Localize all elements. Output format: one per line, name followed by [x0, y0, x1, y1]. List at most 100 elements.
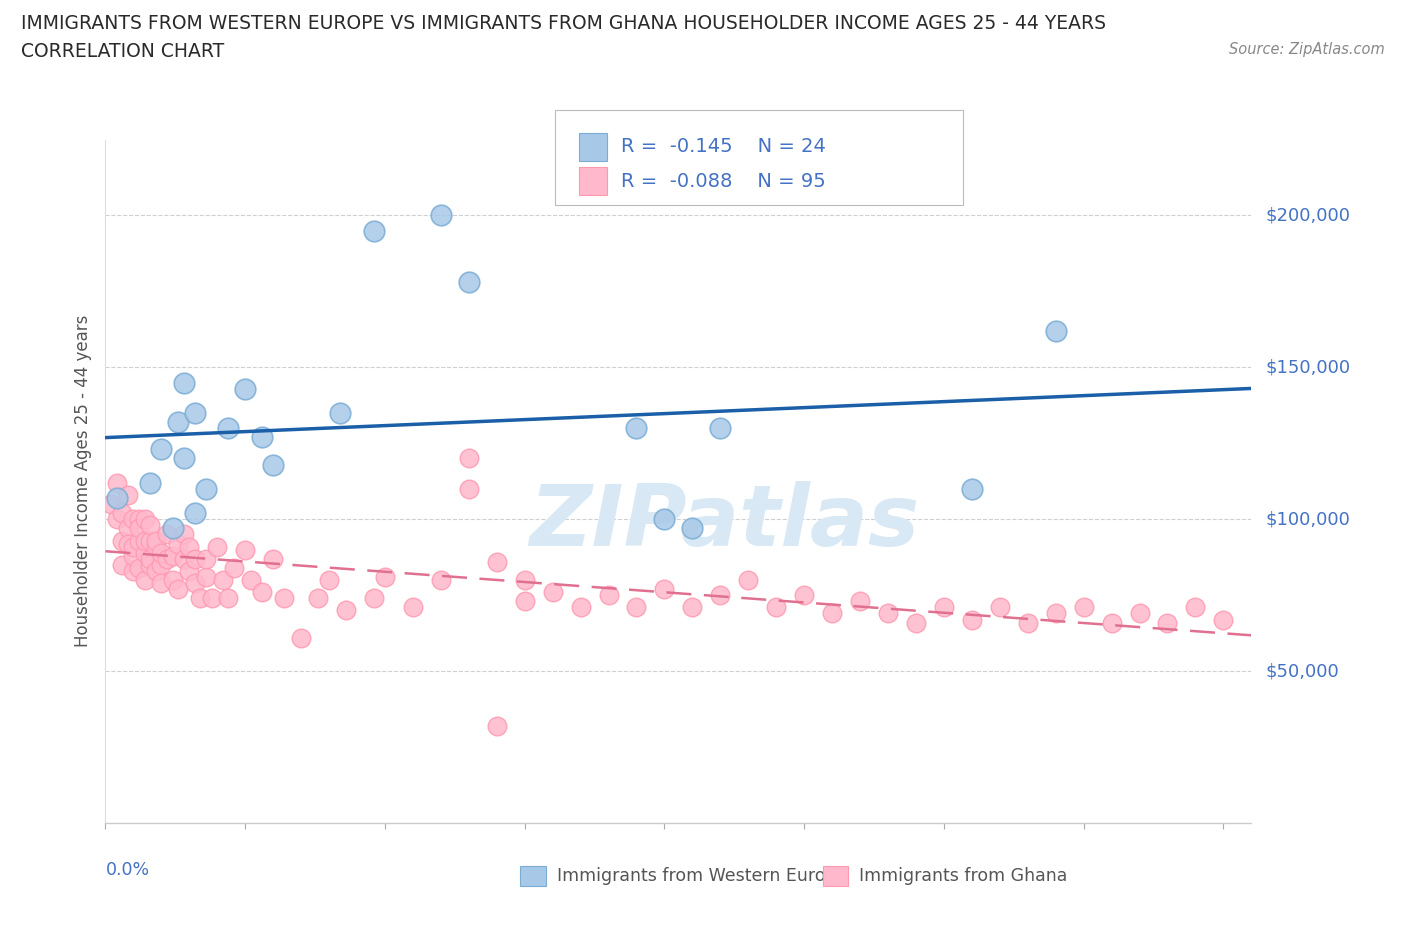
- Point: [239, 573, 262, 588]
- Point: [156, 551, 179, 566]
- Point: [128, 561, 150, 576]
- Point: [329, 405, 352, 420]
- Point: [513, 594, 536, 609]
- Point: [179, 564, 201, 578]
- Point: [184, 551, 207, 566]
- Point: [374, 569, 396, 584]
- Point: [179, 539, 201, 554]
- Text: $50,000: $50,000: [1265, 662, 1339, 680]
- Point: [139, 551, 162, 566]
- Point: [222, 561, 245, 576]
- Point: [1184, 600, 1206, 615]
- Point: [793, 588, 815, 603]
- Point: [122, 512, 145, 526]
- Point: [430, 208, 453, 223]
- Point: [681, 600, 703, 615]
- Point: [156, 527, 179, 542]
- Point: [122, 549, 145, 564]
- Point: [195, 569, 218, 584]
- Point: [162, 549, 184, 564]
- Point: [150, 557, 173, 572]
- Point: [1156, 615, 1178, 630]
- Point: [167, 536, 190, 551]
- Point: [1045, 606, 1067, 621]
- Point: [134, 573, 156, 588]
- Point: [988, 600, 1011, 615]
- Point: [145, 533, 167, 548]
- Point: [821, 606, 844, 621]
- Point: [1128, 606, 1150, 621]
- Point: [184, 405, 207, 420]
- Text: R =  -0.145    N = 24: R = -0.145 N = 24: [621, 138, 827, 156]
- Point: [485, 718, 508, 733]
- Text: Immigrants from Western Europe: Immigrants from Western Europe: [557, 867, 848, 885]
- Point: [173, 451, 195, 466]
- Point: [100, 497, 122, 512]
- Text: CORRELATION CHART: CORRELATION CHART: [21, 42, 225, 60]
- Point: [139, 557, 162, 572]
- Point: [128, 512, 150, 526]
- Point: [233, 542, 256, 557]
- Point: [1073, 600, 1095, 615]
- Point: [250, 585, 273, 600]
- Point: [1212, 612, 1234, 627]
- Point: [709, 588, 731, 603]
- Text: $100,000: $100,000: [1265, 511, 1350, 528]
- Point: [201, 591, 224, 605]
- Point: [105, 512, 128, 526]
- Point: [128, 521, 150, 536]
- Point: [318, 573, 340, 588]
- Point: [626, 420, 648, 435]
- Text: $150,000: $150,000: [1265, 358, 1350, 377]
- Point: [960, 482, 983, 497]
- Point: [167, 581, 190, 596]
- Point: [217, 420, 239, 435]
- Point: [150, 576, 173, 591]
- Point: [150, 545, 173, 560]
- Point: [190, 591, 212, 605]
- Point: [250, 430, 273, 445]
- Point: [363, 591, 385, 605]
- Point: [654, 581, 676, 596]
- Point: [457, 275, 479, 290]
- Text: R =  -0.088    N = 95: R = -0.088 N = 95: [621, 172, 827, 191]
- Point: [709, 420, 731, 435]
- Point: [162, 521, 184, 536]
- Point: [167, 415, 190, 430]
- Point: [184, 506, 207, 521]
- Point: [765, 600, 787, 615]
- Point: [273, 591, 295, 605]
- Point: [681, 521, 703, 536]
- Point: [430, 573, 453, 588]
- Point: [233, 381, 256, 396]
- Point: [195, 551, 218, 566]
- Point: [117, 536, 139, 551]
- Point: [654, 512, 676, 526]
- Point: [173, 375, 195, 390]
- Point: [145, 564, 167, 578]
- Text: Source: ZipAtlas.com: Source: ZipAtlas.com: [1229, 42, 1385, 57]
- Point: [145, 539, 167, 554]
- Point: [262, 458, 284, 472]
- Point: [849, 594, 872, 609]
- Point: [128, 533, 150, 548]
- Point: [150, 442, 173, 457]
- Point: [111, 506, 134, 521]
- Point: [402, 600, 425, 615]
- Point: [485, 554, 508, 569]
- Point: [105, 475, 128, 490]
- Point: [1101, 615, 1123, 630]
- Point: [134, 512, 156, 526]
- Point: [105, 490, 128, 505]
- Point: [111, 533, 134, 548]
- Point: [211, 573, 233, 588]
- Point: [1045, 324, 1067, 339]
- Point: [139, 533, 162, 548]
- Point: [457, 482, 479, 497]
- Point: [541, 585, 564, 600]
- Point: [598, 588, 620, 603]
- Text: ZIPatlas: ZIPatlas: [529, 481, 920, 564]
- Point: [877, 606, 900, 621]
- Point: [960, 612, 983, 627]
- Point: [569, 600, 592, 615]
